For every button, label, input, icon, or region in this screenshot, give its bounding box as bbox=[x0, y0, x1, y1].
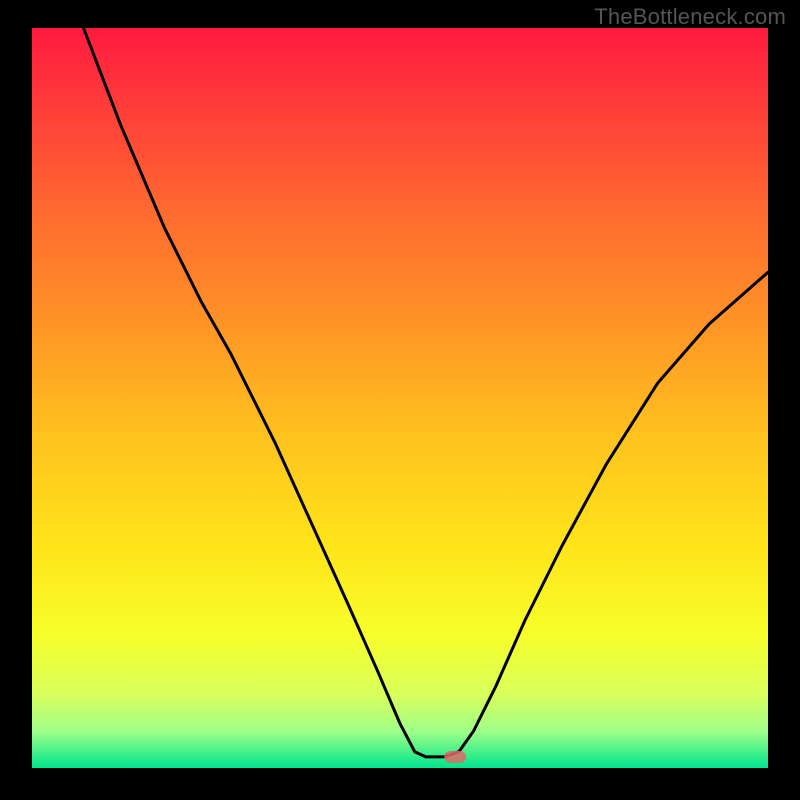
chart-root: TheBottleneck.com bbox=[0, 0, 800, 800]
plot-border-right bbox=[768, 22, 774, 774]
plot-area-background bbox=[32, 28, 768, 768]
minimum-marker bbox=[444, 751, 466, 763]
watermark-text: TheBottleneck.com bbox=[594, 4, 786, 30]
plot-border-left bbox=[26, 22, 32, 774]
chart-svg bbox=[0, 0, 800, 800]
plot-border-bottom bbox=[26, 768, 774, 774]
